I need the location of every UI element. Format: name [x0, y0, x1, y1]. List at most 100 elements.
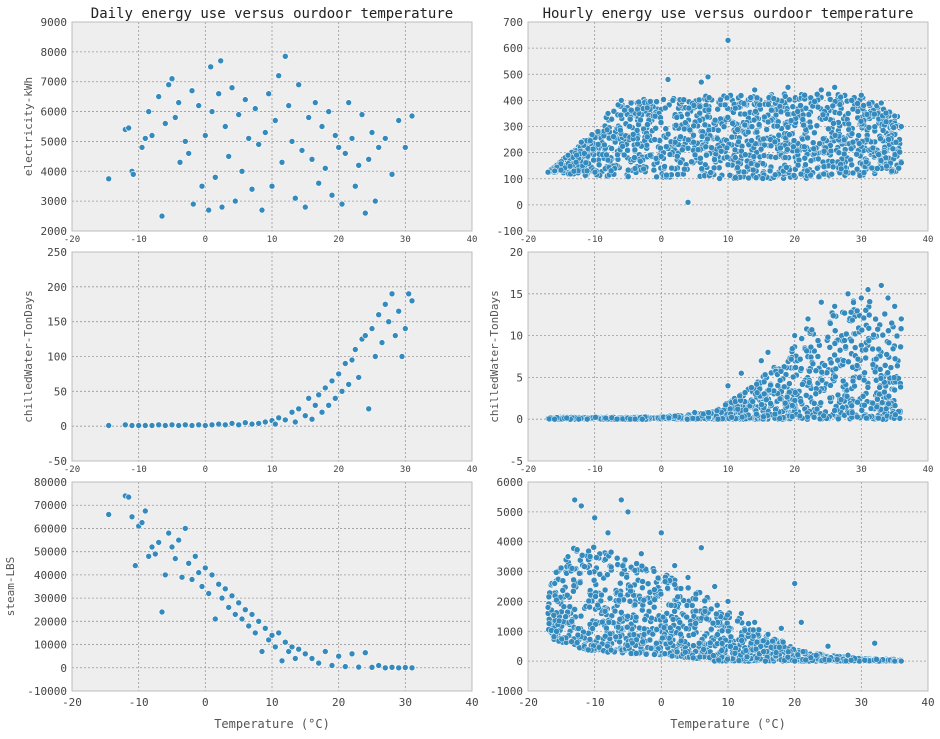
data-point — [175, 536, 182, 544]
band-point — [837, 396, 845, 403]
band-point — [621, 106, 628, 114]
chart-title: Hourly energy use versus ourdoor tempera… — [543, 6, 914, 22]
data-point — [128, 513, 136, 521]
band-point — [545, 593, 553, 601]
band-point — [598, 591, 605, 599]
band-point — [860, 102, 867, 109]
data-point — [162, 120, 169, 127]
band-point — [843, 393, 851, 400]
data-point — [252, 629, 259, 637]
band-point — [752, 108, 759, 115]
band-point — [631, 567, 639, 574]
band-point — [701, 121, 709, 129]
band-point — [722, 401, 729, 409]
data-point — [138, 144, 146, 151]
band-point — [881, 149, 888, 156]
data-point — [325, 108, 333, 115]
band-point — [605, 619, 613, 626]
band-point — [825, 656, 833, 664]
band-point — [874, 165, 881, 172]
data-point — [697, 544, 705, 552]
band-point — [836, 101, 844, 108]
data-point — [321, 165, 329, 172]
band-point — [705, 409, 712, 416]
band-point — [619, 143, 626, 150]
data-point — [355, 162, 363, 169]
y-tick-label: 60000 — [34, 522, 67, 535]
data-point — [232, 197, 239, 205]
data-point — [222, 123, 229, 130]
data-point — [381, 664, 389, 672]
band-point — [657, 119, 665, 126]
chart-panel-5: -20 -10 0 10 20 30 40-100000100002000030000400… — [4, 476, 479, 731]
data-point — [388, 171, 396, 178]
band-point — [761, 113, 768, 121]
band-point — [891, 386, 898, 394]
data-point — [331, 394, 339, 402]
data-point — [281, 52, 289, 60]
y-tick-label: 200 — [47, 281, 67, 294]
band-point — [776, 644, 783, 651]
band-point — [553, 628, 560, 635]
band-point — [590, 577, 598, 584]
band-point — [608, 145, 615, 152]
x-tick-label: -10 — [587, 465, 603, 475]
data-point — [261, 129, 269, 136]
data-point — [198, 182, 206, 190]
data-point — [564, 151, 572, 159]
data-point — [175, 422, 182, 429]
data-point — [341, 150, 349, 157]
band-point — [631, 165, 639, 172]
data-point — [791, 580, 799, 587]
band-point — [624, 147, 631, 154]
band-point — [836, 346, 844, 354]
data-point — [125, 493, 132, 501]
data-point — [877, 99, 885, 107]
band-point — [874, 325, 881, 333]
y-tick-label: 5000 — [497, 506, 524, 519]
band-point — [842, 168, 850, 176]
data-point — [388, 290, 396, 298]
band-point — [807, 157, 815, 164]
band-point — [801, 154, 809, 162]
data-point — [271, 117, 279, 124]
band-point — [756, 101, 763, 109]
band-point — [762, 657, 769, 665]
band-point — [573, 546, 581, 553]
data-point — [328, 662, 336, 669]
band-point — [791, 389, 799, 396]
band-point — [684, 415, 691, 423]
data-point — [255, 141, 263, 148]
band-point — [701, 608, 709, 615]
band-point — [853, 150, 860, 158]
band-point — [802, 656, 809, 664]
band-point — [786, 380, 793, 387]
band-point — [848, 97, 855, 104]
band-point — [811, 98, 818, 105]
band-point — [897, 343, 904, 351]
plot-frame — [71, 21, 473, 232]
data-point — [604, 529, 612, 537]
data-point — [105, 422, 112, 429]
band-point — [572, 158, 580, 166]
band-point — [893, 332, 901, 340]
band-point — [552, 569, 560, 576]
band-point — [851, 344, 859, 351]
data-point — [185, 559, 192, 567]
band-point — [651, 651, 658, 658]
band-point — [772, 649, 780, 656]
data-point — [671, 562, 679, 569]
band-point — [662, 125, 670, 132]
data-point — [208, 108, 216, 115]
band-point — [882, 118, 890, 126]
data-point — [857, 294, 865, 302]
data-point — [577, 138, 585, 146]
band-point — [788, 413, 796, 420]
data-point — [544, 604, 552, 611]
band-point — [845, 120, 852, 128]
data-point — [182, 138, 189, 145]
band-point — [603, 126, 611, 134]
data-point — [844, 651, 852, 659]
band-point — [650, 166, 658, 174]
band-point — [709, 619, 717, 627]
